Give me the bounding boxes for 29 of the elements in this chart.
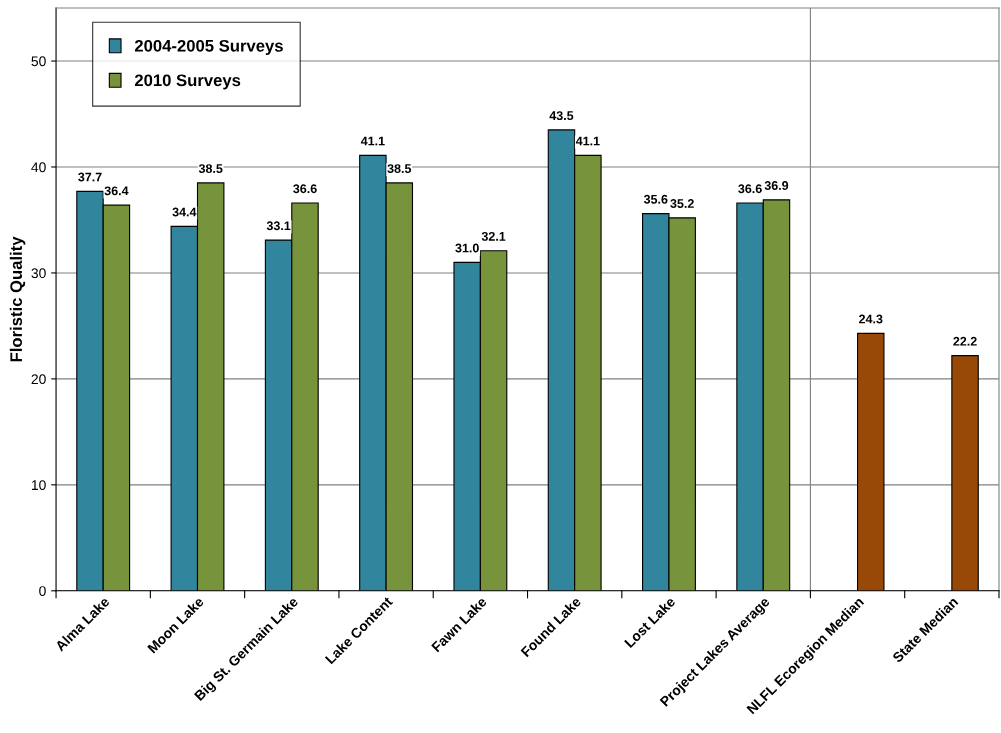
data-label: 36.9 [764,181,789,190]
legend-label: 2010 Surveys [134,74,241,90]
data-label: 37.7 [78,172,102,182]
y-tick-label: 50 [31,56,46,67]
bar [857,332,885,591]
data-label: 36.4 [104,186,129,196]
data-label: 22.2 [953,336,977,346]
data-label: 41.1 [575,136,600,146]
data-label: 36.6 [738,184,762,194]
data-label: 31.0 [455,243,479,253]
data-label: 24.3 [859,314,883,324]
data-label: 43.5 [549,111,574,121]
data-label: 32.1 [481,231,506,241]
y-tick-label: 20 [31,374,46,385]
data-label: 35.6 [643,194,668,204]
data-label: 38.5 [387,164,412,174]
y-tick-label: 0 [39,586,46,596]
y-tick-label: 40 [31,162,46,173]
bar [951,355,979,591]
data-label: 33.1 [266,221,291,231]
data-label: 41.1 [360,136,385,146]
data-label: 36.6 [293,184,317,194]
y-tick-label: 10 [31,480,46,491]
data-label: 34.4 [172,207,197,217]
data-label: 38.5 [198,164,223,174]
y-axis-title: Floristic Quality [9,236,26,362]
data-label: 35.2 [670,199,694,208]
legend-label: 2004-2005 Surveys [134,39,283,56]
y-tick-label: 30 [31,268,46,279]
